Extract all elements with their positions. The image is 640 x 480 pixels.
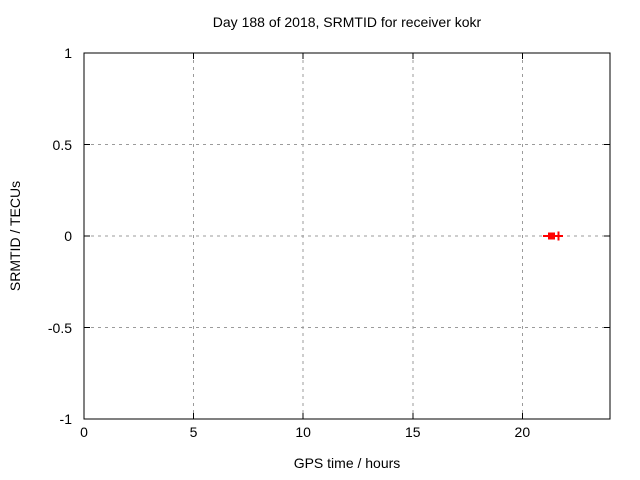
x-tick-label: 0	[80, 424, 88, 440]
x-tick-label: 5	[189, 424, 198, 440]
y-tick-label: 1	[64, 45, 72, 61]
x-axis-label: GPS time / hours	[293, 455, 401, 471]
data-point-square	[547, 232, 555, 240]
x-tick-label: 10	[295, 424, 311, 440]
y-tick-label: -0.5	[47, 319, 72, 336]
y-tick-label: -1	[59, 411, 72, 427]
chart-title: Day 188 of 2018, SRMTID for receiver kok…	[212, 14, 482, 30]
x-tick-label: 15	[404, 424, 421, 440]
x-tick-label: 20	[514, 424, 531, 440]
y-tick-label: 0.5	[52, 136, 72, 153]
y-tick-label: 0	[64, 228, 72, 244]
